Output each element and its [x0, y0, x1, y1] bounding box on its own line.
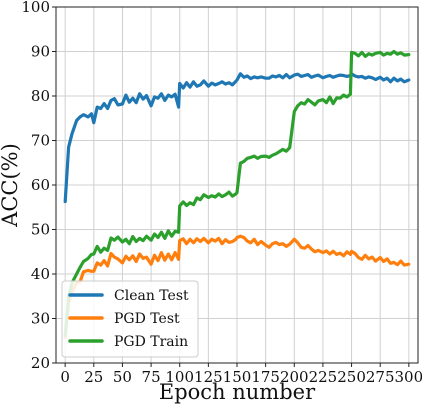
- x-tick-label: 25: [84, 368, 103, 386]
- legend-box: [61, 280, 199, 358]
- x-tick-label: 100: [165, 368, 194, 386]
- legend-label: Clean Test: [114, 288, 189, 304]
- x-tick-label: 225: [309, 368, 338, 386]
- y-tick-label: 40: [31, 265, 50, 283]
- legend-label: PGD Train: [114, 334, 188, 350]
- x-tick-label: 50: [113, 368, 132, 386]
- y-tick-label: 100: [21, 0, 50, 16]
- x-tick-label: 300: [395, 368, 422, 386]
- x-tick-label: 125: [194, 368, 223, 386]
- y-tick-label: 80: [31, 87, 50, 105]
- series-line-pgd-train: [63, 49, 411, 337]
- tick-layer: 0 25 50 75 100 125 150 175 200 225 250 275 300203040…: [21, 0, 422, 386]
- y-axis-label: ACC(%): [0, 143, 22, 228]
- x-tick-label: 75: [142, 368, 161, 386]
- y-tick-label: 60: [31, 176, 50, 194]
- x-tick-label: 0: [60, 368, 70, 386]
- x-tick-label: 275: [366, 368, 395, 386]
- x-axis-label: Epoch number: [159, 380, 316, 404]
- y-tick-label: 90: [31, 43, 50, 61]
- x-tick-label: 175: [251, 368, 280, 386]
- x-tick-label: 150: [223, 368, 252, 386]
- y-tick-label: 30: [31, 310, 50, 328]
- x-tick-label: 250: [337, 368, 366, 386]
- legend-label: PGD Test: [114, 311, 180, 327]
- legend: Clean Test PGD Test PGD Train: [61, 280, 199, 358]
- y-tick-label: 50: [31, 221, 50, 239]
- y-tick-label: 70: [31, 132, 50, 150]
- y-tick-label: 20: [31, 354, 50, 372]
- series-line-pgd-test: [63, 234, 411, 339]
- series-layer: [63, 49, 411, 339]
- x-tick-label: 200: [280, 368, 309, 386]
